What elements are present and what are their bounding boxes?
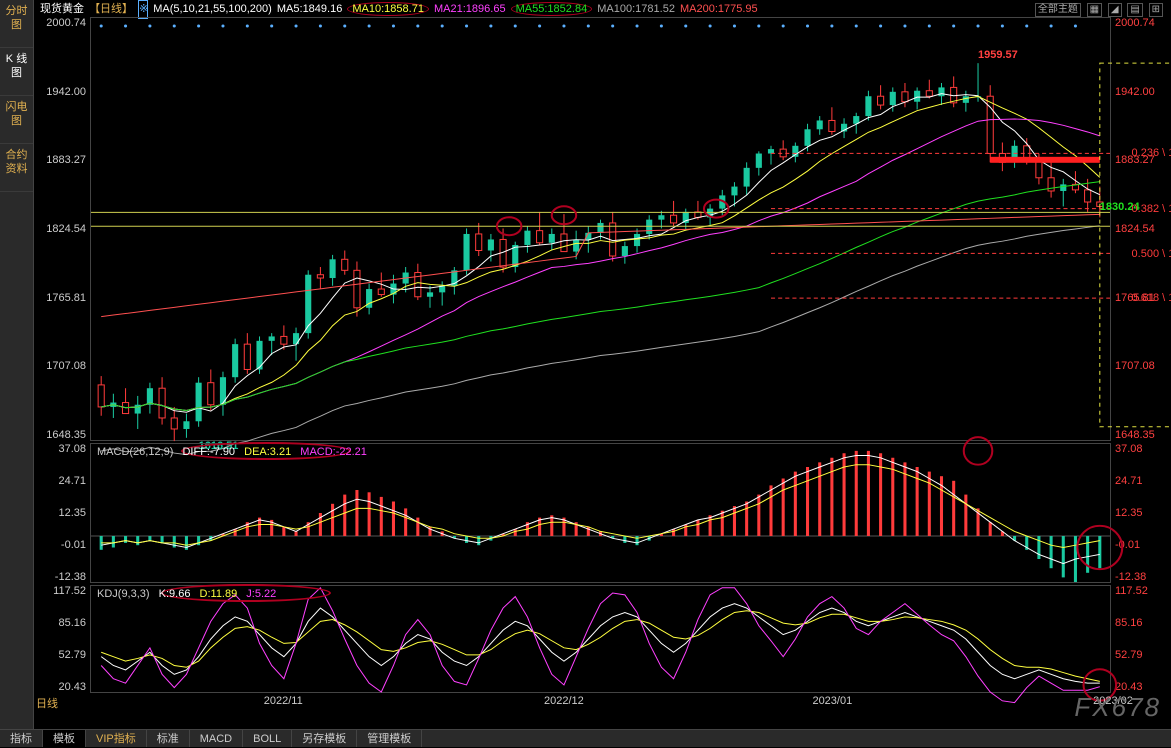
sidebar: 分时图K 线图闪电图合约资料	[0, 0, 34, 735]
ma-value: MA100:1781.52	[597, 3, 675, 15]
sidebar-item[interactable]: 合约资料	[0, 144, 33, 192]
timeframe: 【日线】	[89, 3, 133, 15]
ma-value: MA10:1858.71	[347, 2, 429, 16]
tab[interactable]: BOLL	[243, 730, 292, 747]
yaxis-right-kdj: 117.5285.1652.7920.43	[1111, 585, 1167, 693]
symbol: 现货黄金	[40, 3, 84, 15]
main-price-panel[interactable]: 1616.511959.571830.240.236 \ 1878.160.38…	[90, 17, 1111, 441]
watermark: FX678	[1074, 692, 1161, 723]
tool-icon[interactable]: ▦	[1087, 3, 1102, 17]
chart-area: 2000.741942.001883.271824.541765.811707.…	[34, 17, 1167, 715]
daily-label: 日线	[36, 695, 58, 711]
tab[interactable]: 另存模板	[292, 730, 357, 747]
macd-header: MACD(26,12,9) DIFF:-7.90 DEA:3.21 MACD:-…	[97, 446, 373, 458]
tab[interactable]: VIP指标	[86, 730, 147, 747]
tab[interactable]: MACD	[190, 730, 243, 747]
toolbar-icons[interactable]: 全部主题 ▦ ◢ ▤ ⊞	[1034, 1, 1165, 18]
yaxis-left-kdj: 117.5285.1652.7920.43	[34, 585, 90, 693]
yaxis-left-main: 2000.741942.001883.271824.541765.811707.…	[34, 17, 90, 441]
kdj-header: KDJ(9,3,3) K:9.66 D:11.89 J:5.22	[97, 588, 282, 600]
ma-list-label: MA(5,10,21,55,100,200)	[153, 3, 272, 15]
tab[interactable]: 模板	[43, 730, 86, 747]
kdj-panel[interactable]: KDJ(9,3,3) K:9.66 D:11.89 J:5.22	[90, 585, 1111, 693]
tab[interactable]: 管理模板	[357, 730, 422, 747]
ma-value: MA21:1896.65	[434, 3, 506, 15]
tool-icon[interactable]: ▤	[1127, 3, 1142, 17]
x-axis: 2022/112022/122023/012023/02	[90, 695, 1111, 711]
tab[interactable]: 指标	[0, 730, 43, 747]
ma-bar: 现货黄金 【日线】 ※ MA(5,10,21,55,100,200) MA5:1…	[34, 0, 1171, 17]
yaxis-left-macd: 37.0824.7112.35-0.01-12.38	[34, 443, 90, 583]
sidebar-item[interactable]: 分时图	[0, 0, 33, 48]
sidebar-item[interactable]: K 线图	[0, 48, 33, 96]
macd-panel[interactable]: MACD(26,12,9) DIFF:-7.90 DEA:3.21 MACD:-…	[90, 443, 1111, 583]
bottom-tabs[interactable]: 指标模板VIP指标标准MACDBOLL另存模板管理模板	[0, 729, 1171, 747]
ma-value: MA200:1775.95	[680, 3, 758, 15]
theme-select[interactable]: 全部主题	[1035, 3, 1081, 17]
yaxis-right-macd: 37.0824.7112.35-0.01-12.38	[1111, 443, 1167, 583]
sidebar-item[interactable]: 闪电图	[0, 96, 33, 144]
tool-icon[interactable]: ⊞	[1149, 3, 1163, 17]
ma-value: MA55:1852.84	[511, 2, 593, 16]
tab[interactable]: 标准	[147, 730, 190, 747]
yaxis-right-main: 2000.741942.001883.271824.541765.811707.…	[1111, 17, 1167, 441]
ma-value: MA5:1849.16	[277, 3, 342, 15]
tool-icon[interactable]: ◢	[1108, 3, 1122, 17]
